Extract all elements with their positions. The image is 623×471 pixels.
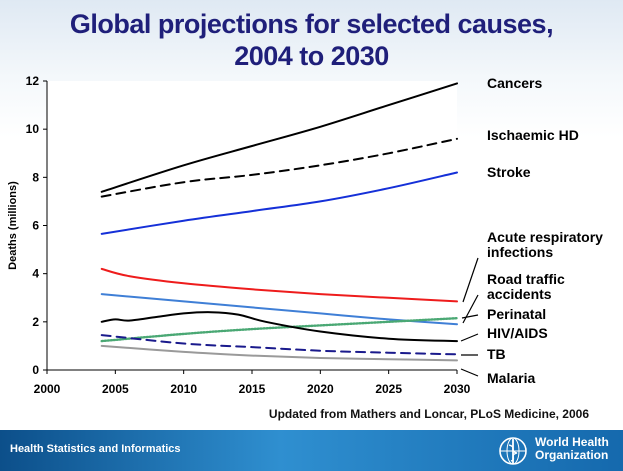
series-label-acute-respiratory-infections: Acute respiratory xyxy=(487,229,603,245)
y-tick-label: 0 xyxy=(32,363,39,377)
x-tick-label: 2010 xyxy=(170,382,197,396)
y-tick-label: 12 xyxy=(26,74,40,88)
series-label-hiv-aids: HIV/AIDS xyxy=(487,325,548,341)
series-line-perinatal xyxy=(100,317,459,343)
x-tick-label: 2030 xyxy=(444,382,471,396)
slide-title: Global projections for selected causes, … xyxy=(0,8,623,72)
title-line-1: Global projections for selected causes, xyxy=(69,9,554,39)
title-line-2: 2004 to 2030 xyxy=(234,41,389,71)
leader-line-hiv-aids xyxy=(460,333,479,342)
plot-area xyxy=(47,81,457,370)
x-tick-label: 2020 xyxy=(307,382,334,396)
line-chart: 0 2 4 6 8 10 12 2000 2005 2010 2015 2020 2025 2030 Dea… xyxy=(7,74,603,396)
leader-line-road-traffic-accidents xyxy=(462,294,479,324)
who-name: World Health Organization xyxy=(535,436,609,462)
series-line-stroke xyxy=(100,171,458,235)
who-name-line-2: Organization xyxy=(535,448,609,462)
series-line-malaria xyxy=(100,344,458,362)
series-line-acute-respiratory-infections xyxy=(100,267,458,303)
series-line-road-traffic-accidents xyxy=(100,293,458,326)
series-line-tb xyxy=(100,334,458,356)
series-label-acute-respiratory-infections: infections xyxy=(487,244,553,260)
who-emblem-icon xyxy=(499,437,527,465)
footer-department: Health Statistics and Informatics xyxy=(10,443,181,455)
series-label-road-traffic-accidents: accidents xyxy=(487,286,552,302)
series-line-hiv-aids xyxy=(100,311,458,343)
y-axis-label: Deaths (millions) xyxy=(7,181,19,270)
footer-bar: Health Statistics and Informatics World … xyxy=(0,430,623,471)
x-tick-label: 2015 xyxy=(239,382,266,396)
x-tick-label: 2000 xyxy=(34,382,61,396)
y-tick-label: 8 xyxy=(32,170,39,184)
leader-line-acute-respiratory-infections xyxy=(462,257,479,303)
leader-line-malaria xyxy=(460,368,479,377)
series-label-perinatal: Perinatal xyxy=(487,306,546,322)
y-tick-label: 4 xyxy=(32,267,39,281)
who-name-line-1: World Health xyxy=(535,435,609,449)
series-label-road-traffic-accidents: Road traffic xyxy=(487,271,565,287)
y-tick-label: 2 xyxy=(32,315,39,329)
series-label-malaria: Malaria xyxy=(487,370,535,386)
series-line-cancers xyxy=(100,82,458,193)
source-citation: Updated from Mathers and Loncar, PLoS Me… xyxy=(268,407,589,421)
y-tick-label: 6 xyxy=(32,219,39,233)
leader-line-perinatal xyxy=(461,314,479,319)
x-tick-label: 2005 xyxy=(102,382,129,396)
series-label-stroke: Stroke xyxy=(487,164,531,180)
series-line-ischaemic-hd xyxy=(100,137,458,198)
series-label-cancers: Cancers xyxy=(487,75,542,91)
y-tick-label: 10 xyxy=(26,122,40,136)
series-label-ischaemic-hd: Ischaemic HD xyxy=(487,127,579,143)
x-tick-label: 2025 xyxy=(375,382,402,396)
series-label-tb: TB xyxy=(487,346,506,362)
